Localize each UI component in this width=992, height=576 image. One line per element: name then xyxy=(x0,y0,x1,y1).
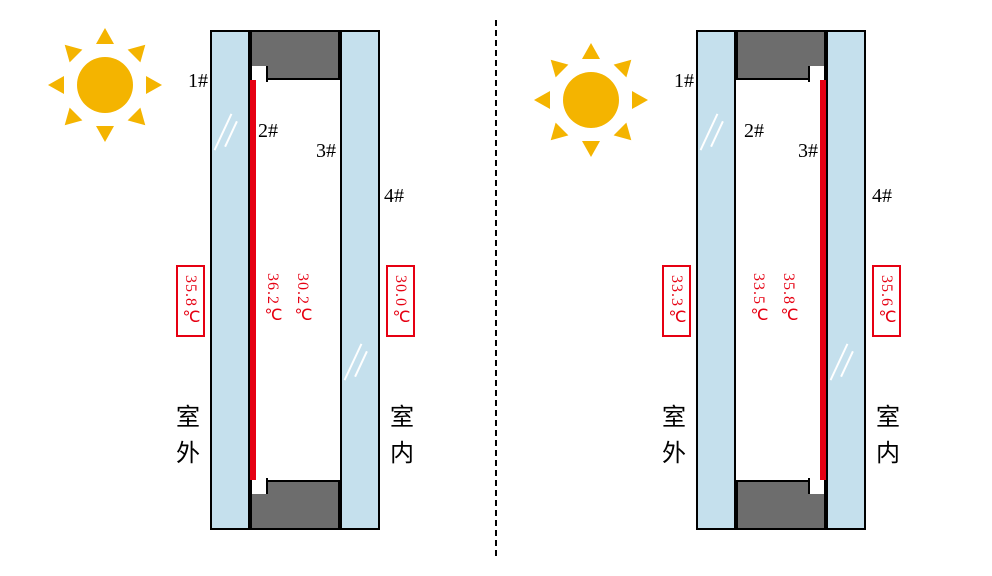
outer-pane xyxy=(696,30,736,530)
temp-surface-2: 33.5℃ xyxy=(746,265,771,333)
surface-4-label: 4# xyxy=(384,185,404,208)
surface-1-label: 1# xyxy=(188,70,208,93)
surface-3-label: 3# xyxy=(798,140,818,163)
surface-4-label: 4# xyxy=(872,185,892,208)
temp-surface-4: 35.6℃ xyxy=(872,265,901,337)
room-outside-label: 室 外 xyxy=(662,400,686,472)
surface-1-label: 1# xyxy=(674,70,694,93)
outer-pane xyxy=(210,30,250,530)
temp-surface-4: 30.0℃ xyxy=(386,265,415,337)
room-inside-label: 室 内 xyxy=(876,400,900,472)
inner-pane xyxy=(826,30,866,530)
room-outside-label: 室 外 xyxy=(176,400,200,472)
surface-2-label: 2# xyxy=(258,120,278,143)
sun-icon xyxy=(546,55,636,145)
panel-left: 1# 2# 3# 4# 35.8℃ 36.2℃ 30.2℃ 30.0℃ 室 外 … xyxy=(0,0,496,576)
temp-surface-1: 33.3℃ xyxy=(662,265,691,337)
sun-icon xyxy=(60,40,150,130)
temp-surface-3: 35.8℃ xyxy=(776,265,801,333)
temp-surface-2: 36.2℃ xyxy=(260,265,285,333)
coating-surface-2 xyxy=(250,80,256,480)
surface-3-label: 3# xyxy=(316,140,336,163)
temp-surface-3: 30.2℃ xyxy=(290,265,315,333)
temp-surface-1: 35.8℃ xyxy=(176,265,205,337)
inner-pane xyxy=(340,30,380,530)
surface-2-label: 2# xyxy=(744,120,764,143)
room-inside-label: 室 内 xyxy=(390,400,414,472)
panel-right: 1# 2# 3# 4# 33.3℃ 33.5℃ 35.8℃ 35.6℃ 室 外 … xyxy=(496,0,992,576)
coating-surface-3 xyxy=(820,80,826,480)
